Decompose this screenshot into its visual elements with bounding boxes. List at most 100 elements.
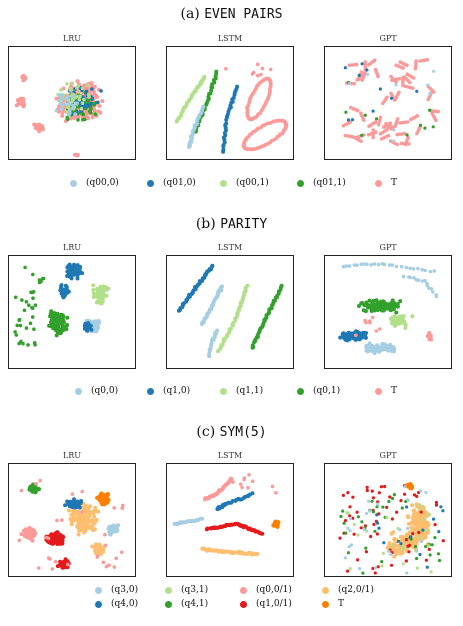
scatter-point bbox=[22, 308, 27, 313]
scatter-point bbox=[37, 278, 42, 282]
scatter-point bbox=[78, 94, 82, 99]
scatter-point bbox=[52, 311, 57, 316]
scatter-point bbox=[59, 96, 63, 101]
scatter-point bbox=[30, 305, 34, 310]
scatter-point bbox=[364, 320, 368, 325]
scatter-point bbox=[376, 122, 381, 127]
scatter-point bbox=[65, 117, 70, 121]
scatter-point bbox=[65, 315, 70, 320]
scatter-point bbox=[63, 503, 68, 508]
scatter-point bbox=[59, 319, 64, 324]
scatter-point bbox=[105, 491, 110, 497]
panel-c-lru bbox=[8, 463, 136, 577]
scatter-point bbox=[352, 532, 356, 536]
scatter-point bbox=[371, 109, 375, 113]
scatter-point bbox=[93, 294, 97, 299]
scatter-point bbox=[60, 107, 64, 111]
scatter-point bbox=[75, 153, 80, 157]
scatter-point bbox=[403, 325, 408, 330]
scatter-point bbox=[94, 543, 99, 547]
scatter-point bbox=[65, 82, 69, 86]
scatter-point bbox=[60, 538, 65, 543]
scatter-point bbox=[360, 133, 364, 137]
scatter-point bbox=[99, 89, 103, 93]
scatter-point bbox=[392, 537, 397, 542]
scatter-point bbox=[59, 88, 63, 92]
scatter-point bbox=[382, 541, 386, 545]
scatter-point bbox=[381, 299, 386, 304]
scatter-point bbox=[88, 526, 93, 530]
scatter-point bbox=[55, 564, 60, 569]
section-b-prefix: (b) bbox=[195, 216, 216, 232]
scatter-point bbox=[74, 503, 79, 508]
scatter-point bbox=[389, 301, 394, 306]
scatter-point bbox=[419, 489, 423, 493]
scatter-point bbox=[68, 87, 73, 91]
scatter-point bbox=[23, 532, 27, 537]
scatter-point bbox=[24, 300, 29, 304]
scatter-point bbox=[343, 519, 348, 523]
scatter-point bbox=[361, 262, 366, 266]
scatter-point bbox=[389, 96, 394, 100]
scatter-point bbox=[394, 322, 399, 327]
scatter-point bbox=[376, 262, 381, 267]
panel-b-lru bbox=[8, 255, 136, 369]
scatter-point bbox=[67, 265, 72, 270]
scatter-point bbox=[348, 514, 352, 518]
scatter-point bbox=[49, 533, 54, 538]
scatter-point bbox=[346, 569, 350, 573]
scatter-point bbox=[60, 110, 65, 115]
scatter-point bbox=[199, 322, 204, 327]
scatter-point bbox=[60, 518, 64, 522]
scatter-point bbox=[103, 496, 108, 501]
scatter-point bbox=[340, 332, 345, 336]
scatter-point bbox=[112, 506, 116, 510]
legend-entry: (q4,1) bbox=[165, 599, 208, 609]
scatter-point bbox=[398, 528, 402, 532]
scatter-point bbox=[71, 106, 75, 110]
legend-label: (q3,1) bbox=[181, 585, 209, 595]
scatter-point bbox=[60, 113, 65, 118]
scatter-point bbox=[187, 145, 192, 149]
scatter-point bbox=[100, 99, 105, 103]
scatter-point bbox=[71, 509, 76, 514]
scatter-point bbox=[389, 552, 393, 556]
scatter-point bbox=[209, 88, 214, 93]
scatter-point bbox=[419, 507, 423, 511]
scatter-point bbox=[371, 307, 376, 312]
scatter-point bbox=[49, 318, 54, 323]
scatter-point bbox=[411, 509, 416, 513]
scatter-point bbox=[34, 481, 38, 486]
scatter-point bbox=[32, 341, 37, 345]
scatter-point bbox=[360, 62, 364, 66]
scatter-point bbox=[31, 272, 35, 277]
scatter-point bbox=[418, 552, 422, 557]
scatter-point bbox=[13, 295, 18, 300]
scatter-point bbox=[364, 331, 368, 335]
scatter-point bbox=[396, 539, 401, 543]
scatter-point bbox=[421, 520, 426, 525]
scatter-point bbox=[390, 543, 394, 547]
scatter-point bbox=[429, 570, 433, 574]
scatter-point bbox=[342, 334, 347, 339]
scatter-point bbox=[426, 83, 430, 87]
legend-label: T bbox=[391, 178, 398, 188]
scatter-point bbox=[418, 123, 423, 127]
scatter-b-lstm bbox=[176, 263, 284, 359]
scatter-point bbox=[351, 495, 355, 499]
scatter-point bbox=[350, 118, 355, 122]
scatter-point bbox=[390, 263, 394, 267]
scatter-point bbox=[363, 309, 368, 314]
scatter-point bbox=[380, 564, 384, 568]
scatter-point bbox=[441, 539, 445, 543]
scatter-point bbox=[31, 296, 35, 300]
scatter-point bbox=[361, 571, 365, 575]
scatter-point bbox=[68, 517, 73, 522]
scatter-point bbox=[411, 532, 415, 536]
scatter-point bbox=[381, 551, 385, 555]
scatter-point bbox=[368, 303, 373, 308]
scatter-point bbox=[101, 284, 106, 289]
legend-label: (q00,0) bbox=[86, 178, 119, 188]
scatter-point bbox=[355, 78, 359, 82]
scatter-point bbox=[70, 505, 74, 509]
